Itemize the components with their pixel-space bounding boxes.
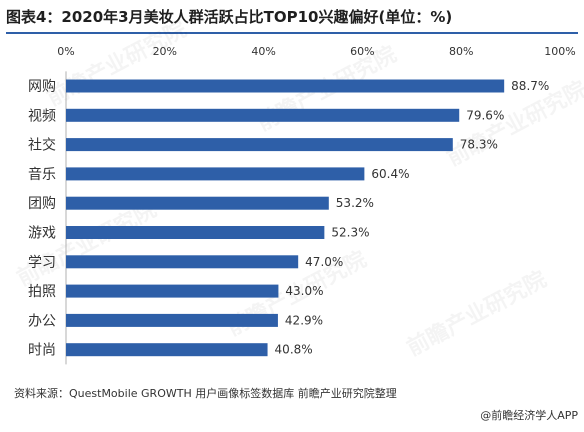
bar bbox=[66, 343, 268, 357]
x-tick-label: 20% bbox=[153, 45, 177, 58]
value-label: 60.4% bbox=[371, 167, 409, 181]
value-label: 79.6% bbox=[466, 108, 504, 122]
bar-series: 网购 88.7% 视频 79.6% 社交 78.3% 音乐 60.4% 团购 53.2% 游戏 52.… bbox=[28, 79, 549, 359]
title-divider bbox=[6, 32, 578, 34]
bar bbox=[66, 255, 299, 269]
bar bbox=[66, 108, 460, 122]
bar bbox=[66, 138, 453, 152]
bar bbox=[66, 313, 278, 327]
value-label: 42.9% bbox=[285, 313, 323, 327]
source-note: 资料来源：QuestMobile GROWTH 用户画像标签数据库 前瞻产业研究… bbox=[14, 387, 397, 400]
value-label: 47.0% bbox=[305, 255, 343, 269]
value-label: 78.3% bbox=[460, 138, 498, 152]
category-label: 时尚 bbox=[28, 343, 56, 359]
value-label: 88.7% bbox=[511, 79, 549, 93]
bar bbox=[66, 284, 279, 298]
credit-note: @前瞻经济学人APP bbox=[480, 409, 578, 422]
bar bbox=[66, 226, 325, 239]
watermark-text: 前瞻产业研究院 bbox=[43, 16, 191, 111]
category-label: 网购 bbox=[28, 79, 56, 95]
x-tick-label: 60% bbox=[350, 45, 374, 58]
value-label: 43.0% bbox=[285, 284, 323, 298]
x-tick-label: 40% bbox=[251, 45, 275, 58]
value-label: 53.2% bbox=[336, 196, 374, 210]
category-label: 游戏 bbox=[28, 226, 56, 242]
x-tick-label: 100% bbox=[544, 45, 575, 58]
category-label: 音乐 bbox=[28, 166, 56, 183]
watermark-text: 前瞻产业研究院 bbox=[403, 266, 551, 361]
x-tick-label: 80% bbox=[449, 45, 473, 58]
category-label: 社交 bbox=[28, 137, 56, 154]
chart-title: 图表4：2020年3月美妆人群活跃占比TOP10兴趣偏好(单位：%) bbox=[6, 8, 453, 26]
value-label: 40.8% bbox=[275, 343, 313, 357]
x-axis: 0% 20% 40% 60% 80% 100% bbox=[57, 45, 575, 58]
category-label: 拍照 bbox=[28, 284, 56, 300]
x-tick-label: 0% bbox=[57, 45, 74, 58]
category-label: 办公 bbox=[28, 313, 56, 329]
bar bbox=[66, 196, 329, 210]
bar bbox=[66, 167, 365, 181]
value-label: 52.3% bbox=[331, 226, 369, 240]
category-label: 团购 bbox=[28, 196, 56, 212]
category-label: 学习 bbox=[28, 255, 56, 271]
bar bbox=[66, 79, 505, 93]
category-label: 视频 bbox=[28, 108, 56, 124]
